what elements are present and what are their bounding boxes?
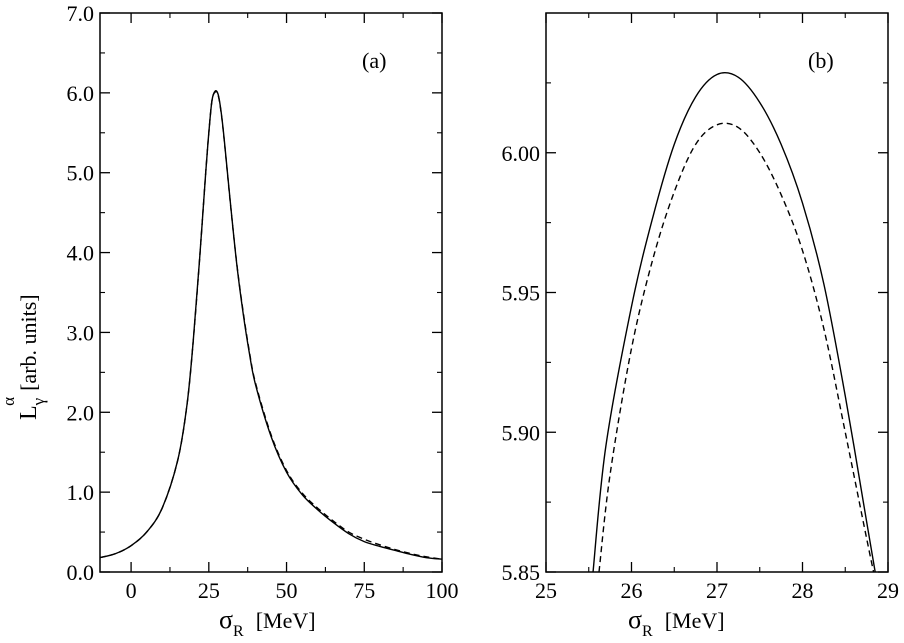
panel-a-x-sigma: σ bbox=[219, 605, 233, 634]
x-tick-label: 100 bbox=[426, 578, 459, 603]
panel-b-x-unit: [MeV] bbox=[665, 608, 725, 633]
y-tick-label: 1.0 bbox=[67, 480, 95, 505]
panel-b-x-sub: R bbox=[642, 623, 653, 640]
y-tick-label: 0.0 bbox=[67, 560, 95, 585]
panel-a-frame bbox=[99, 12, 443, 573]
y-tick-label: 2.0 bbox=[67, 400, 95, 425]
y-tick-label: 5.90 bbox=[502, 420, 541, 445]
series-line-solid bbox=[100, 90, 442, 560]
y-tick-label: 5.85 bbox=[502, 560, 541, 585]
panel-b-frame bbox=[545, 12, 889, 573]
panel-b-ticks: 25 26 27 28 29 5.85 5.90 5.95 6.00 bbox=[502, 13, 899, 603]
y-tick-label: 3.0 bbox=[67, 320, 95, 345]
panel-a-label: (a) bbox=[362, 48, 386, 73]
x-tick-label: 50 bbox=[276, 578, 298, 603]
y-tick-label: 5.0 bbox=[67, 161, 95, 186]
panel-b-label: (b) bbox=[808, 48, 834, 73]
series-line-solid bbox=[592, 72, 876, 572]
series-line-dashed bbox=[100, 90, 442, 560]
y-tick-label: 5.95 bbox=[502, 281, 541, 306]
panel-b-x-axis-title: σR [MeV] bbox=[628, 605, 725, 640]
y-tick-label: 6.00 bbox=[502, 141, 541, 166]
y-tick-label: 7.0 bbox=[67, 1, 95, 26]
x-tick-label: 75 bbox=[353, 578, 375, 603]
y-tick-label: 4.0 bbox=[67, 241, 95, 266]
x-tick-label: 0 bbox=[126, 578, 137, 603]
x-tick-label: 25 bbox=[198, 578, 220, 603]
x-tick-label: 26 bbox=[621, 578, 643, 603]
svg-text:Lγα[arb. units]: Lγ α [arb. units] bbox=[0, 294, 48, 420]
panel-a-y-sub: γ bbox=[29, 397, 48, 406]
panel-a-ticks: 0 25 50 75 100 0.0 1.0 2.0 3.0 4.0 5.0 6.0 7.0 bbox=[67, 1, 459, 603]
panel-a-y-main: L bbox=[16, 405, 42, 420]
panel-a-lines bbox=[100, 90, 442, 560]
panel-a-x-unit: [MeV] bbox=[256, 608, 316, 633]
x-tick-label: 29 bbox=[877, 578, 899, 603]
x-tick-label: 28 bbox=[792, 578, 814, 603]
panel-a-y-axis-title: Lγ α [arb. units] bbox=[0, 294, 48, 420]
panel-a: 0 25 50 75 100 0.0 1.0 2.0 3.0 4.0 5.0 6.0 7.0 (a) σ… bbox=[0, 1, 459, 640]
y-tick-label: 6.0 bbox=[67, 81, 95, 106]
panel-a-x-sub: R bbox=[233, 623, 244, 640]
series-line-dashed bbox=[598, 122, 875, 572]
panel-a-y-sup: α bbox=[0, 397, 18, 406]
panel-a-x-axis-title: σR [MeV] bbox=[219, 605, 316, 640]
panel-b-lines bbox=[592, 72, 876, 572]
x-tick-label: 25 bbox=[535, 578, 557, 603]
panel-a-y-unit: [arb. units] bbox=[16, 294, 41, 391]
panel-b-x-sigma: σ bbox=[628, 605, 642, 634]
panel-b: 25 26 27 28 29 5.85 5.90 5.95 6.00 (b) σR [MeV] bbox=[502, 12, 899, 640]
x-tick-label: 27 bbox=[706, 578, 728, 603]
